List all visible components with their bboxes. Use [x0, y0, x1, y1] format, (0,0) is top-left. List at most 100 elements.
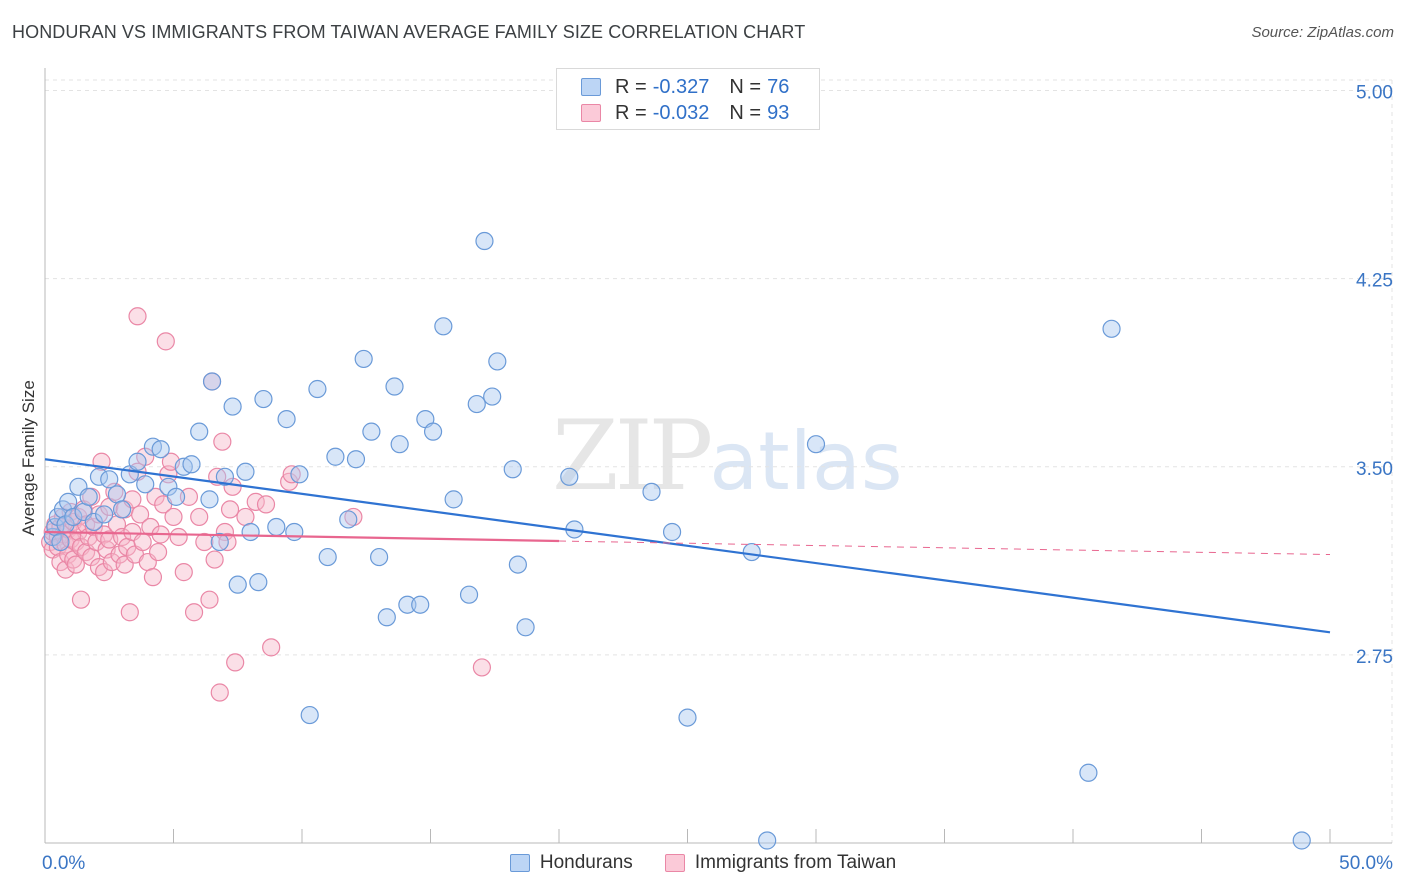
- x-tick-label-right: 50.0%: [1339, 853, 1393, 874]
- y-tick-label: 5.00: [1356, 83, 1393, 104]
- honduran-point: [516, 618, 535, 637]
- honduran-point: [254, 389, 273, 409]
- legend-r-value: -0.032: [652, 101, 710, 124]
- taiwan-point: [184, 603, 204, 622]
- honduran-point: [434, 317, 453, 336]
- watermark: ZIPatlas: [552, 400, 903, 512]
- taiwan-point: [200, 590, 219, 609]
- honduran-point: [308, 379, 327, 399]
- watermark-atlas: atlas: [709, 415, 903, 508]
- trend-layer: [44, 458, 1331, 634]
- taiwan-point: [226, 653, 245, 672]
- honduran-point: [362, 422, 381, 441]
- pink-points-layer: [41, 307, 491, 702]
- honduran-point: [128, 452, 147, 471]
- taiwan-point: [179, 487, 199, 506]
- honduran-point: [678, 708, 697, 727]
- honduran-point: [742, 542, 761, 562]
- honduran-point: [503, 460, 522, 479]
- taiwan-point: [95, 525, 114, 544]
- taiwan-point: [133, 532, 152, 552]
- honduran-point: [210, 532, 229, 552]
- blue-points-layer: [43, 231, 1311, 850]
- honduran-point: [267, 517, 286, 537]
- taiwan-point: [218, 532, 237, 552]
- honduran-point: [398, 595, 417, 614]
- taiwan-point: [128, 307, 147, 326]
- taiwan-point: [262, 638, 281, 657]
- honduran-point: [475, 231, 494, 251]
- honduran-point: [377, 608, 396, 627]
- taiwan-point: [205, 550, 224, 569]
- honduran-point: [285, 522, 304, 542]
- legend-row-hondurans: R = -0.327 N = 76: [581, 75, 789, 99]
- legend-r-label: R =: [615, 101, 647, 124]
- taiwan-point: [120, 603, 139, 622]
- taiwan-point: [472, 658, 491, 677]
- honduran-trend-line: [44, 458, 1331, 634]
- honduran-point: [423, 422, 443, 441]
- honduran-point: [642, 482, 661, 501]
- honduran-point: [166, 487, 186, 506]
- honduran-point: [483, 387, 502, 406]
- taiwan-point: [156, 332, 175, 351]
- honduran-point: [560, 467, 579, 486]
- y-axis-label: Average Family Size: [19, 380, 38, 536]
- taiwan-point: [110, 545, 129, 564]
- taiwan-point: [174, 563, 193, 582]
- honduran-point: [290, 465, 309, 484]
- taiwan-point: [71, 590, 91, 609]
- honduran-point: [136, 475, 155, 494]
- taiwan-point: [344, 507, 363, 527]
- label-layer: 2.75 3.50 4.25 5.00 0.0% 50.0% Average Family …: [19, 83, 1393, 874]
- honduran-point: [459, 585, 479, 604]
- legend-n-value: 76: [767, 75, 790, 98]
- honduran-point: [662, 522, 682, 542]
- taiwan-point: [164, 507, 183, 527]
- taiwan-point: [190, 507, 209, 527]
- source-label: Source: ZipAtlas.com: [1251, 24, 1394, 41]
- honduran-point: [1102, 319, 1121, 338]
- taiwan-point: [282, 465, 301, 484]
- taiwan-point: [66, 555, 85, 574]
- taiwan-point: [148, 542, 168, 562]
- taiwan-point: [210, 683, 229, 702]
- honduran-point: [488, 352, 507, 371]
- honduran-point: [339, 510, 358, 529]
- chart-title: HONDURAN VS IMMIGRANTS FROM TAIWAN AVERA…: [12, 22, 806, 42]
- honduran-point: [249, 573, 268, 592]
- legend-item-hondurans[interactable]: Hondurans: [509, 852, 633, 874]
- taiwan-point: [56, 560, 75, 579]
- honduran-point: [300, 705, 319, 725]
- honduran-point: [112, 500, 132, 519]
- legend-r-label: R =: [615, 75, 647, 98]
- taiwan-point: [146, 487, 165, 506]
- legend-row-taiwan: R = -0.032 N = 93: [581, 101, 789, 125]
- honduran-point: [228, 575, 247, 594]
- legend-n-label: N =: [729, 75, 762, 98]
- taiwan-trend-line: [44, 530, 560, 543]
- legend-swatch-blue: [581, 78, 601, 96]
- honduran-point: [1079, 763, 1098, 782]
- legend-swatch-pink: [581, 104, 601, 122]
- honduran-point: [84, 512, 103, 532]
- legend-item-taiwan[interactable]: Immigrants from Taiwan: [664, 852, 896, 874]
- honduran-point: [411, 595, 430, 614]
- legend-swatch-blue: [509, 854, 530, 872]
- legend-label-hondurans: Hondurans: [539, 852, 633, 873]
- taiwan-trend-line-extension: [558, 540, 1331, 556]
- taiwan-point: [169, 527, 188, 547]
- honduran-point: [95, 505, 114, 524]
- grid-layer: [45, 79, 1393, 843]
- taiwan-point: [223, 477, 242, 496]
- honduran-point: [326, 447, 345, 466]
- taiwan-point: [256, 495, 276, 514]
- legend-n-label: N =: [729, 101, 762, 124]
- honduran-point: [508, 555, 527, 574]
- honduran-point: [79, 487, 98, 506]
- honduran-point: [390, 435, 409, 454]
- honduran-point: [107, 485, 127, 504]
- honduran-point: [346, 450, 366, 469]
- taiwan-point: [95, 563, 114, 582]
